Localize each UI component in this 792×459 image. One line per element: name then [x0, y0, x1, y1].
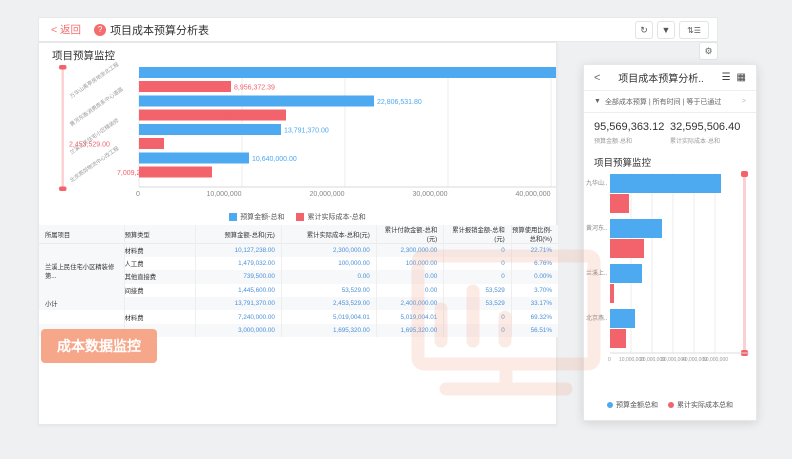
svg-text:10,640,000.00: 10,640,000.00 — [252, 156, 297, 163]
svg-text:30,000,000: 30,000,000 — [412, 191, 447, 198]
svg-text:0: 0 — [136, 191, 140, 198]
svg-text:14,276,343.00: 14,276,343.00 — [189, 113, 234, 120]
svg-text:7,009,262.01: 7,009,262.01 — [117, 170, 158, 177]
svg-text:22,806,531.80: 22,806,531.80 — [377, 99, 422, 106]
svg-text:8,956,372.39: 8,956,372.39 — [234, 85, 275, 92]
svg-text:50,000,000: 50,000,000 — [703, 357, 728, 363]
svg-text:10,000,000: 10,000,000 — [206, 191, 241, 198]
svg-text:40,000,000: 40,000,000 — [515, 191, 550, 198]
svg-text:0: 0 — [608, 357, 611, 363]
svg-text:13,791,370.00: 13,791,370.00 — [284, 128, 329, 135]
svg-text:20,000,000: 20,000,000 — [309, 191, 344, 198]
